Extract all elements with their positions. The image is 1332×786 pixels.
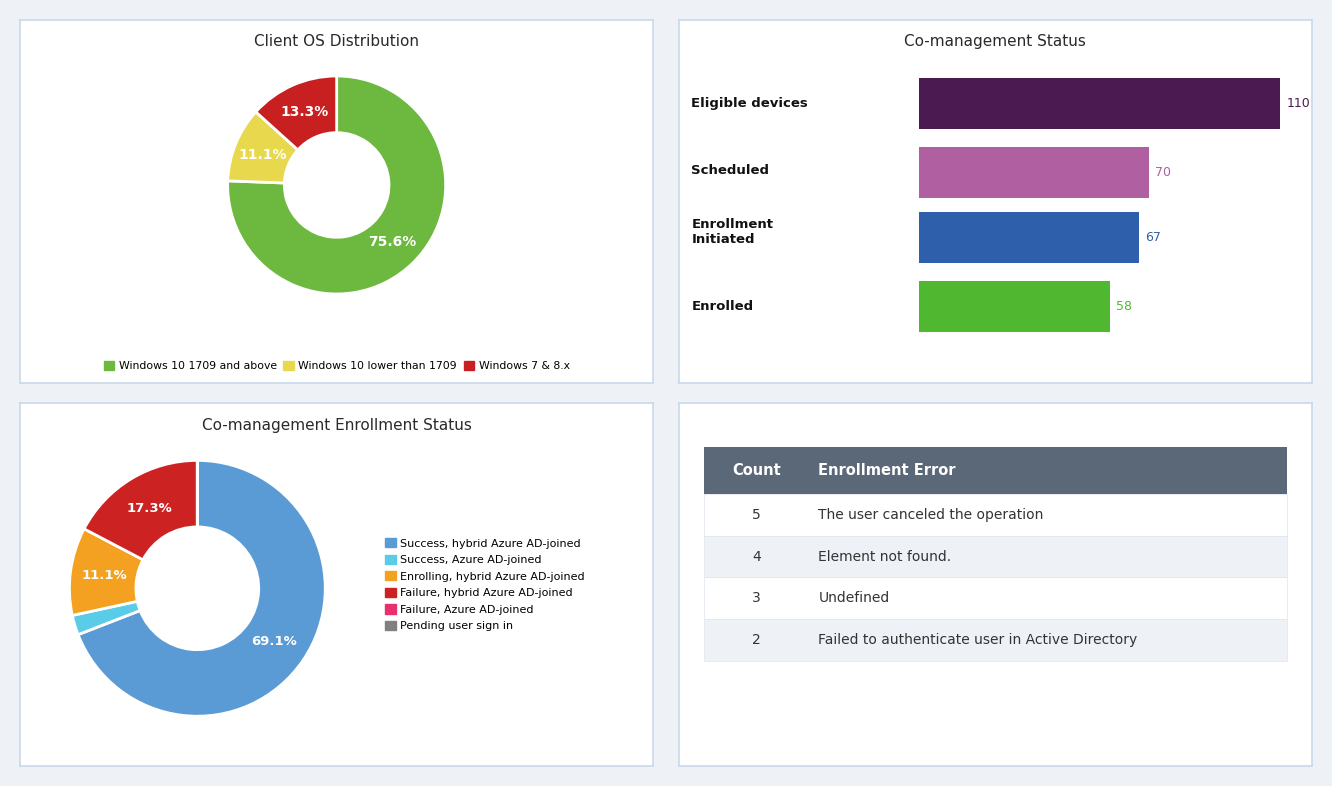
Text: 2: 2 <box>753 633 761 647</box>
Text: 110: 110 <box>1287 97 1311 110</box>
Text: 4: 4 <box>753 549 761 564</box>
Bar <box>705 578 1287 619</box>
Bar <box>919 212 1139 263</box>
Text: Eligible devices: Eligible devices <box>691 97 809 110</box>
Bar <box>919 147 1150 198</box>
Text: 58: 58 <box>1116 300 1132 313</box>
Text: 67: 67 <box>1146 231 1162 244</box>
Legend: Windows 10 1709 and above, Windows 10 lower than 1709, Windows 7 & 8.x: Windows 10 1709 and above, Windows 10 lo… <box>99 357 574 376</box>
Text: 5: 5 <box>753 508 761 522</box>
Text: Client OS Distribution: Client OS Distribution <box>254 34 420 50</box>
Text: Enrollment
Initiated: Enrollment Initiated <box>691 219 774 246</box>
Text: Undefined: Undefined <box>818 591 890 605</box>
Bar <box>705 619 1287 661</box>
Text: Co-management Status: Co-management Status <box>904 34 1087 50</box>
Text: Enrollment Error: Enrollment Error <box>818 463 956 478</box>
Legend: Success, hybrid Azure AD-joined, Success, Azure AD-joined, Enrolling, hybrid Azu: Success, hybrid Azure AD-joined, Success… <box>380 534 589 636</box>
Bar <box>919 78 1280 129</box>
Text: Failed to authenticate user in Active Directory: Failed to authenticate user in Active Di… <box>818 633 1138 647</box>
Text: Element not found.: Element not found. <box>818 549 951 564</box>
Bar <box>705 494 1287 535</box>
Text: The user canceled the operation: The user canceled the operation <box>818 508 1044 522</box>
Text: 3: 3 <box>753 591 761 605</box>
Text: Scheduled: Scheduled <box>691 164 770 177</box>
Text: 70: 70 <box>1155 166 1171 178</box>
Bar <box>705 446 1287 494</box>
Bar <box>919 281 1110 332</box>
Text: Count: Count <box>733 463 781 478</box>
Bar <box>705 535 1287 578</box>
Text: Co-management Enrollment Status: Co-management Enrollment Status <box>201 417 472 432</box>
Text: Enrolled: Enrolled <box>691 300 754 313</box>
